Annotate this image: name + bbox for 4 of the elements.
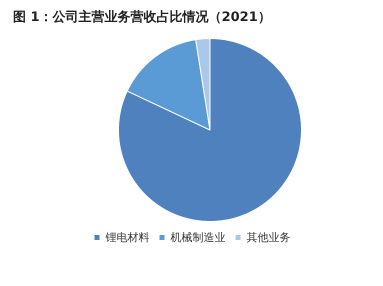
legend-label: 锂电材料 [104, 231, 150, 244]
chart-title: 图 1：公司主营业务营收占比情况（2021） [13, 9, 271, 25]
legend-label: 其他业务 [246, 231, 290, 244]
legend-label: 机械制造业 [170, 231, 226, 244]
